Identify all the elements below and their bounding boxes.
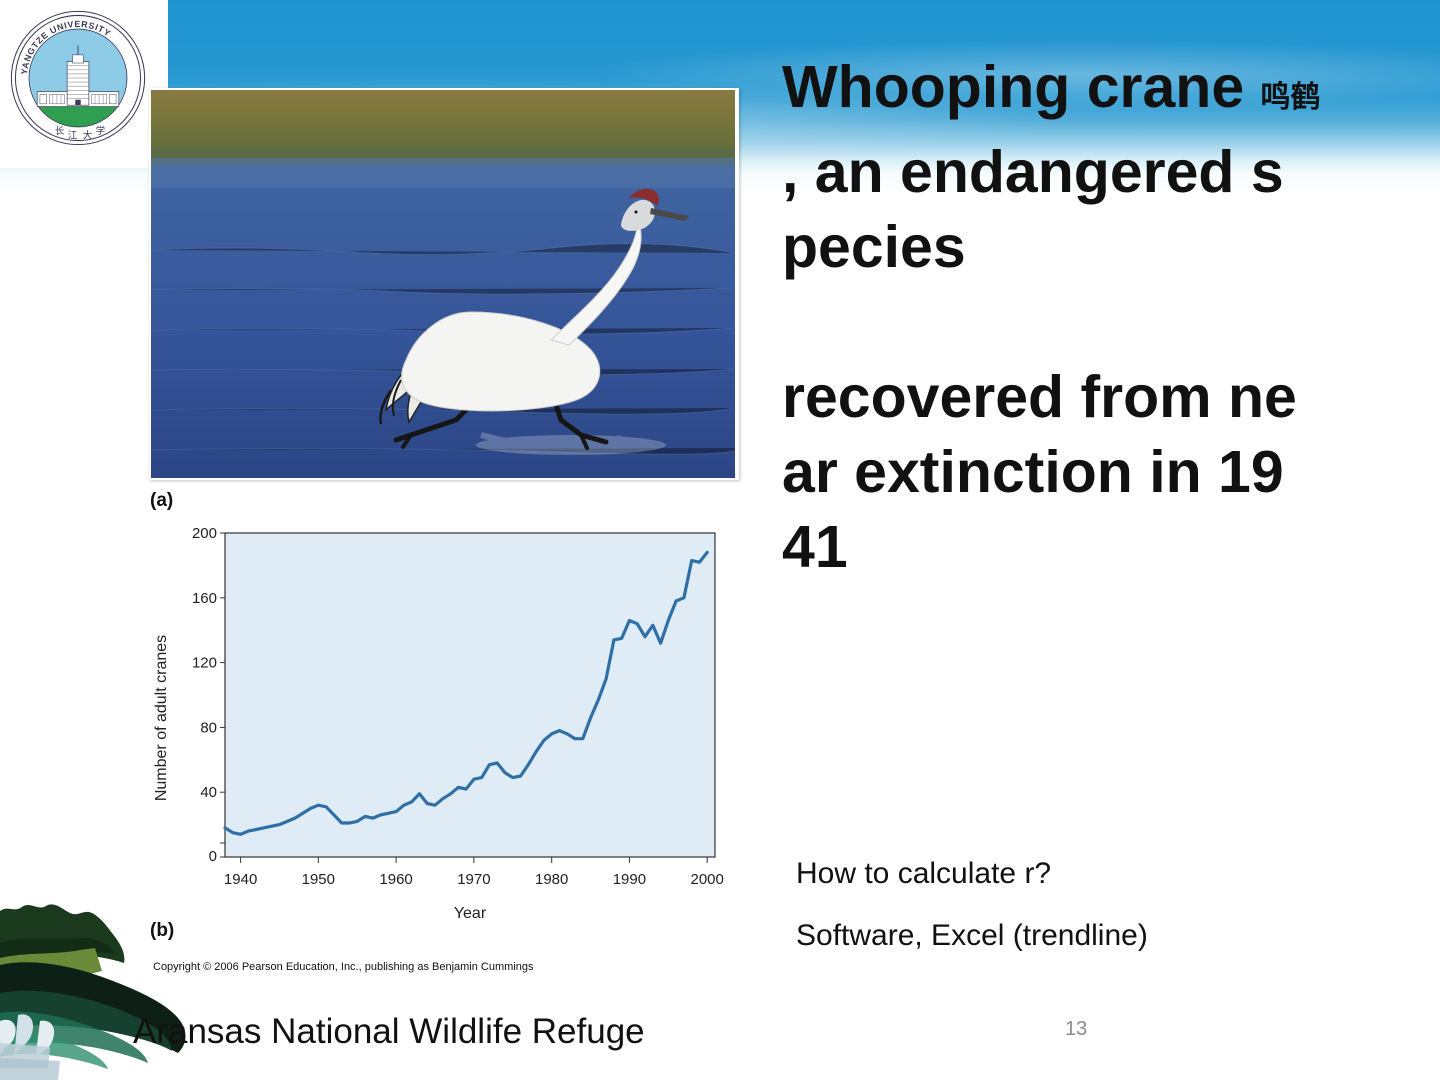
svg-text:1990: 1990 — [613, 871, 646, 888]
svg-text:120: 120 — [192, 654, 217, 671]
svg-text:80: 80 — [200, 719, 217, 736]
svg-text:1960: 1960 — [379, 871, 412, 888]
svg-text:1950: 1950 — [302, 871, 335, 888]
svg-text:1940: 1940 — [224, 871, 257, 888]
svg-text:长: 长 — [55, 125, 65, 137]
svg-text:1980: 1980 — [535, 871, 568, 888]
svg-text:Number of adult cranes: Number of adult cranes — [153, 635, 170, 801]
svg-text:江: 江 — [68, 131, 78, 142]
svg-text:0: 0 — [209, 848, 217, 865]
svg-text:1970: 1970 — [457, 871, 490, 888]
svg-text:2000: 2000 — [691, 871, 724, 888]
svg-text:160: 160 — [192, 590, 217, 607]
svg-text:学: 学 — [96, 125, 106, 137]
svg-text:40: 40 — [200, 784, 217, 801]
svg-text:大: 大 — [83, 130, 93, 142]
svg-text:200: 200 — [192, 525, 217, 542]
svg-text:Year: Year — [454, 905, 487, 922]
